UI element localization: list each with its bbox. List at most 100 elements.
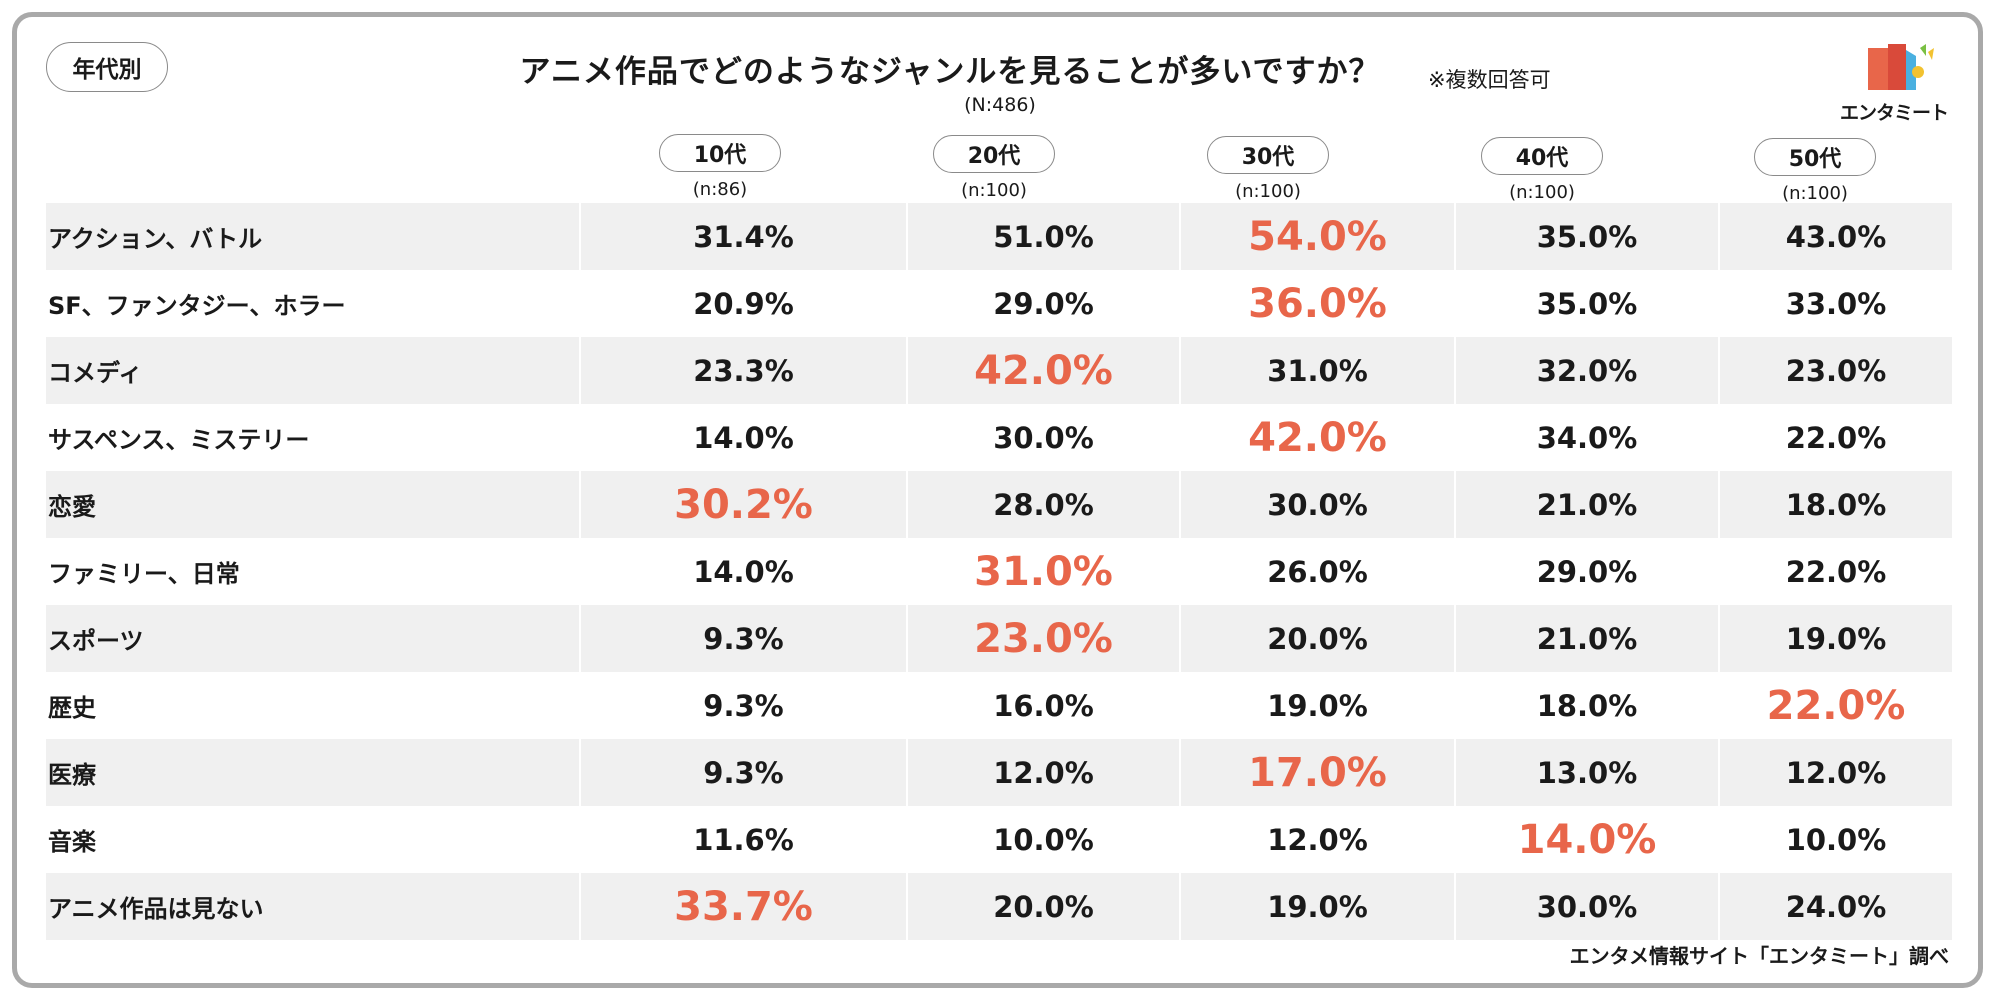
table-row: ファミリー、日常 14.0% 31.0% 26.0% 29.0% 22.0% (46, 538, 1952, 605)
column-header: 50代 (n:100) (1735, 138, 1895, 204)
value-cell: 16.0% (993, 688, 1094, 723)
table-row: スポーツ 9.3% 23.0% 20.0% 21.0% 19.0% (46, 605, 1952, 672)
value-cell: 9.3% (581, 605, 906, 672)
value-cell: 28.0% (908, 471, 1179, 538)
highlighted-value-cell: 30.2% (581, 471, 906, 538)
logo-text: エンタミート (1839, 102, 1949, 124)
total-sample-size: (N:486) (964, 94, 1036, 116)
value-cell: 30.0% (1181, 471, 1454, 538)
sample-size-label: (n:86) (692, 179, 748, 200)
value-cell: 22.0% (1785, 420, 1887, 455)
age-group-label: 30代 (1207, 136, 1329, 174)
source-footer: エンタメ情報サイト「エンタミート」調べ (1569, 944, 1949, 968)
column-header: 40代 (n:100) (1462, 137, 1622, 203)
value-cell: 9.3% (581, 739, 906, 806)
age-group-label: 20代 (933, 135, 1055, 173)
age-group-label: 50代 (1754, 138, 1876, 176)
highlighted-value-cell: 42.0% (908, 337, 1179, 404)
value-cell: 29.0% (993, 286, 1094, 321)
value-cell: 20.0% (908, 873, 1179, 940)
row-label: アクション、バトル (46, 203, 579, 270)
age-group-label: 40代 (1481, 137, 1603, 175)
value-cell: 23.0% (1720, 337, 1952, 404)
value-cell: 21.0% (1456, 605, 1718, 672)
value-cell: 22.0% (1785, 554, 1887, 589)
highlighted-value-cell: 36.0% (1248, 280, 1387, 327)
value-cell: 14.0% (693, 420, 794, 455)
value-cell: 11.6% (693, 822, 794, 857)
table-row: サスペンス、ミステリー 14.0% 30.0% 42.0% 34.0% 22.0% (46, 404, 1952, 471)
value-cell: 29.0% (1536, 554, 1638, 589)
value-cell: 30.0% (1456, 873, 1718, 940)
value-cell: 10.0% (993, 822, 1094, 857)
table-row: 歴史 9.3% 16.0% 19.0% 18.0% 22.0% (46, 672, 1952, 739)
value-cell: 20.0% (1181, 605, 1454, 672)
value-cell: 23.3% (581, 337, 906, 404)
row-label: ファミリー、日常 (48, 560, 240, 588)
value-cell: 19.0% (1267, 688, 1368, 723)
chart-title: アニメ作品でどのようなジャンルを見ることが多いですか？ (519, 54, 1381, 90)
row-label: 恋愛 (46, 471, 579, 538)
sample-size-label: (n:100) (961, 180, 1027, 201)
highlighted-value-cell: 23.0% (908, 605, 1179, 672)
value-cell: 43.0% (1720, 203, 1952, 270)
highlighted-value-cell: 14.0% (1517, 816, 1657, 863)
highlighted-value-cell: 42.0% (1248, 414, 1387, 461)
highlighted-value-cell: 54.0% (1181, 203, 1454, 270)
row-label: SF、ファンタジー、ホラー (48, 292, 346, 320)
table-row: SF、ファンタジー、ホラー 20.9% 29.0% 36.0% 35.0% 33.0% (46, 270, 1952, 337)
multiple-answer-note: ※複数回答可 (1428, 68, 1551, 92)
value-cell: 21.0% (1456, 471, 1718, 538)
brand-logo: エンタミート (1836, 42, 1952, 126)
table-row: コメディ 23.3% 42.0% 31.0% 32.0% 23.0% (46, 337, 1952, 404)
column-header: 30代 (n:100) (1188, 136, 1348, 202)
row-label: サスペンス、ミステリー (48, 426, 310, 454)
highlighted-value-cell: 17.0% (1181, 739, 1454, 806)
value-cell: 26.0% (1267, 554, 1368, 589)
row-label: 医療 (46, 739, 579, 806)
row-label: スポーツ (46, 605, 579, 672)
highlighted-value-cell: 22.0% (1766, 682, 1906, 729)
column-header: 10代 (n:86) (640, 134, 800, 200)
value-cell: 33.0% (1785, 286, 1887, 321)
value-cell: 24.0% (1720, 873, 1952, 940)
row-label: コメディ (46, 337, 579, 404)
highlighted-value-cell: 33.7% (581, 873, 906, 940)
value-cell: 14.0% (693, 554, 794, 589)
row-label: 歴史 (48, 694, 96, 722)
value-cell: 10.0% (1785, 822, 1887, 857)
value-cell: 35.0% (1456, 203, 1718, 270)
value-cell: 35.0% (1536, 286, 1638, 321)
highlighted-value-cell: 31.0% (974, 548, 1113, 595)
sample-size-label: (n:100) (1235, 181, 1301, 202)
value-cell: 30.0% (993, 420, 1094, 455)
table-row: アニメ作品は見ない 33.7% 20.0% 19.0% 30.0% 24.0% (46, 873, 1952, 940)
value-cell: 18.0% (1720, 471, 1952, 538)
value-cell: 12.0% (1720, 739, 1952, 806)
value-cell: 32.0% (1456, 337, 1718, 404)
value-cell: 31.4% (581, 203, 906, 270)
value-cell: 31.0% (1181, 337, 1454, 404)
value-cell: 20.9% (693, 286, 794, 321)
value-cell: 19.0% (1181, 873, 1454, 940)
table-row: アクション、バトル 31.4% 51.0% 54.0% 35.0% 43.0% (46, 203, 1952, 270)
table-row: 医療 9.3% 12.0% 17.0% 13.0% 12.0% (46, 739, 1952, 806)
value-cell: 51.0% (908, 203, 1179, 270)
sample-size-label: (n:100) (1509, 182, 1575, 203)
value-cell: 19.0% (1720, 605, 1952, 672)
row-label: 音楽 (48, 828, 96, 856)
sample-size-label: (n:100) (1782, 183, 1848, 204)
value-cell: 18.0% (1536, 688, 1638, 723)
value-cell: 13.0% (1456, 739, 1718, 806)
data-table: アクション、バトル 31.4% 51.0% 54.0% 35.0% 43.0% SF、ファン… (46, 203, 1952, 940)
logo-icon (1868, 44, 1934, 90)
age-group-label: 10代 (659, 134, 781, 172)
value-cell: 9.3% (703, 688, 784, 723)
value-cell: 12.0% (908, 739, 1179, 806)
row-label: アニメ作品は見ない (46, 873, 579, 940)
value-cell: 12.0% (1267, 822, 1368, 857)
value-cell: 34.0% (1536, 420, 1638, 455)
table-row: 音楽 11.6% 10.0% 12.0% 14.0% 10.0% (46, 806, 1952, 873)
segment-badge: 年代別 (46, 42, 168, 92)
column-header: 20代 (n:100) (914, 135, 1074, 201)
